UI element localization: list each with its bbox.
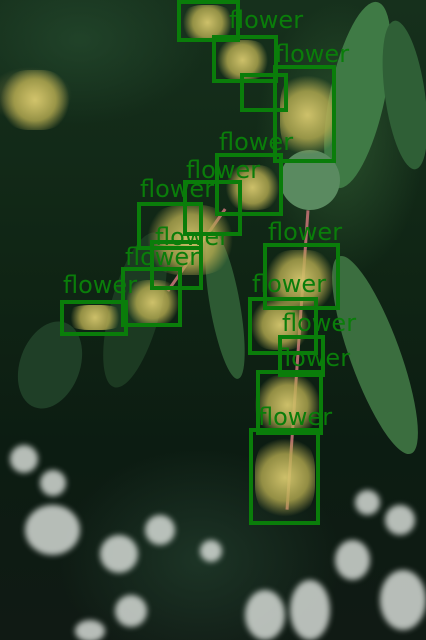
bokeh-light xyxy=(245,590,285,640)
detection-label: flower xyxy=(229,6,304,34)
flower-cluster xyxy=(0,70,70,130)
detection-box xyxy=(263,243,340,310)
detection-box xyxy=(273,65,336,163)
flower-cluster xyxy=(255,435,315,520)
detection-label: flower xyxy=(275,40,350,68)
bokeh-light xyxy=(75,620,105,640)
bokeh-light xyxy=(10,445,38,473)
detection-box xyxy=(212,35,278,83)
bokeh-light xyxy=(290,580,330,640)
detection-box xyxy=(60,300,128,336)
detection-label: flower xyxy=(219,128,294,156)
detection-label: flower xyxy=(63,271,138,299)
flower-cluster xyxy=(255,375,320,435)
detection-box xyxy=(248,297,318,355)
bokeh-light xyxy=(355,490,380,515)
bokeh-light xyxy=(40,470,66,496)
detection-box xyxy=(278,335,325,377)
detection-box xyxy=(183,180,242,236)
detection-box xyxy=(249,428,320,525)
bokeh-light xyxy=(335,540,370,580)
flower-cluster xyxy=(225,165,280,210)
detection-label: flower xyxy=(276,344,351,372)
bokeh-light xyxy=(385,505,415,535)
detection-label: flower xyxy=(268,218,343,246)
detection-box xyxy=(256,370,323,435)
detection-label: flower xyxy=(186,156,261,184)
bokeh-light xyxy=(145,515,175,545)
bokeh-light xyxy=(380,570,426,630)
flower-cluster xyxy=(280,70,335,160)
detection-label: flower xyxy=(258,403,333,431)
detection-box xyxy=(121,267,182,327)
detection-box xyxy=(240,73,288,112)
detection-box xyxy=(137,202,203,250)
detection-label: flower xyxy=(125,243,200,271)
detection-box xyxy=(177,0,240,42)
detection-box xyxy=(215,153,283,216)
detection-box xyxy=(150,240,203,290)
bokeh-light xyxy=(25,505,80,555)
detection-label: flower xyxy=(155,223,230,251)
detection-label: flower xyxy=(140,175,215,203)
flower-cluster xyxy=(180,5,235,40)
bokeh-light xyxy=(100,535,138,573)
detection-label: flower xyxy=(282,309,357,337)
bokeh-light xyxy=(200,540,222,562)
detection-label: flower xyxy=(252,270,327,298)
flower-cluster xyxy=(65,305,125,330)
bokeh-light xyxy=(115,595,147,627)
